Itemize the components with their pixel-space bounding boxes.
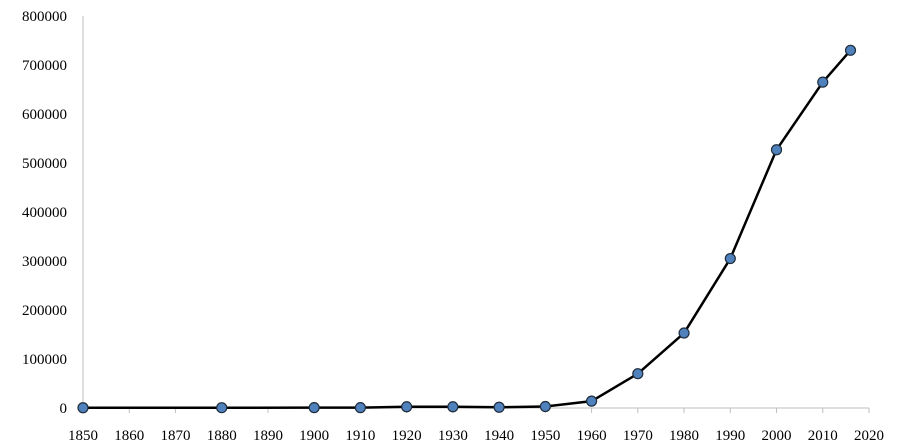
data-point xyxy=(401,401,413,413)
data-point xyxy=(493,401,505,413)
x-tick-label: 1910 xyxy=(345,428,375,444)
data-point xyxy=(539,400,551,413)
x-tick-label: 1860 xyxy=(114,428,144,444)
series-markers xyxy=(77,44,857,414)
x-tick-label: 1970 xyxy=(623,428,653,444)
x-tick-label: 2010 xyxy=(808,428,838,444)
y-tick-label: 100000 xyxy=(22,352,67,368)
data-point xyxy=(770,144,783,156)
y-tick-label: 200000 xyxy=(22,303,67,319)
x-tick-label: 2000 xyxy=(762,428,792,444)
y-tick-label: 400000 xyxy=(22,205,67,221)
x-tick-label: 1920 xyxy=(392,428,422,444)
x-tick-label: 1940 xyxy=(484,428,514,444)
x-tick-label: 1960 xyxy=(577,428,607,444)
data-point xyxy=(678,327,690,339)
data-point xyxy=(308,402,320,414)
x-tick-label: 1950 xyxy=(530,428,560,444)
x-tick-label: 1880 xyxy=(207,428,237,444)
x-tick-label: 2020 xyxy=(854,428,884,444)
y-tick-label: 300000 xyxy=(22,254,67,270)
data-point xyxy=(632,368,644,380)
x-tick-label: 1850 xyxy=(68,428,98,444)
y-tick-label: 500000 xyxy=(22,156,67,172)
y-axis-tick-labels: 0 100000 200000 300000 400000 500000 600000 700… xyxy=(22,9,67,417)
data-point xyxy=(724,252,736,265)
x-tick-label: 1980 xyxy=(669,428,699,444)
data-point xyxy=(77,402,89,414)
y-tick-label: 600000 xyxy=(22,107,67,123)
y-tick-label: 700000 xyxy=(22,58,67,74)
data-point xyxy=(844,44,857,56)
x-axis-tick-labels: 1850 1860 1870 1880 1890 1900 1910 1920 1930 1940… xyxy=(68,428,884,444)
x-tick-label: 1930 xyxy=(438,428,468,444)
data-point xyxy=(447,401,459,413)
data-point xyxy=(354,402,367,414)
x-tick-label: 1990 xyxy=(715,428,745,444)
x-tick-label: 1900 xyxy=(299,428,329,444)
y-tick-label: 0 xyxy=(60,401,68,417)
x-tick-label: 1870 xyxy=(160,428,190,444)
data-point xyxy=(216,402,228,414)
y-tick-label: 800000 xyxy=(22,9,67,25)
data-point xyxy=(817,76,829,88)
series-line xyxy=(82,49,852,409)
data-point xyxy=(585,395,598,407)
x-tick-label: 1890 xyxy=(253,428,283,444)
